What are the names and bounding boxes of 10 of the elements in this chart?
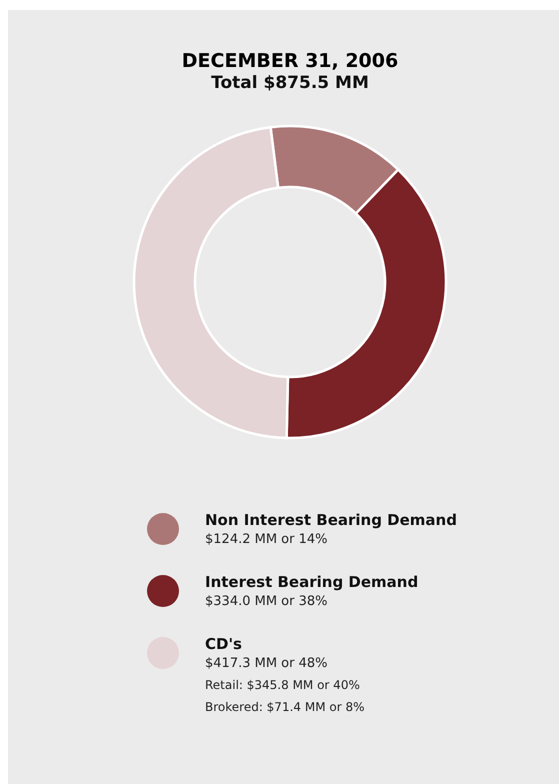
data-label: $334.0 MM or 38% — [205, 593, 329, 611]
chart-subtitle: Total $875.5 MM — [211, 73, 369, 93]
text: Brokered: $71.4 MM or 8% — [205, 699, 366, 716]
legend-label: CD's — [205, 634, 243, 654]
data-label: $417.3 MM or 48% — [205, 655, 329, 673]
chart-title: DECEMBER 31, 2006 — [182, 50, 398, 72]
data-label: $124.2 MM or 14% — [205, 531, 329, 549]
legend-label: Interest Bearing Demand — [205, 572, 420, 592]
text: Retail: $345.8 MM or 40% — [205, 677, 361, 694]
legend-label: Non Interest Bearing Demand — [205, 510, 458, 530]
